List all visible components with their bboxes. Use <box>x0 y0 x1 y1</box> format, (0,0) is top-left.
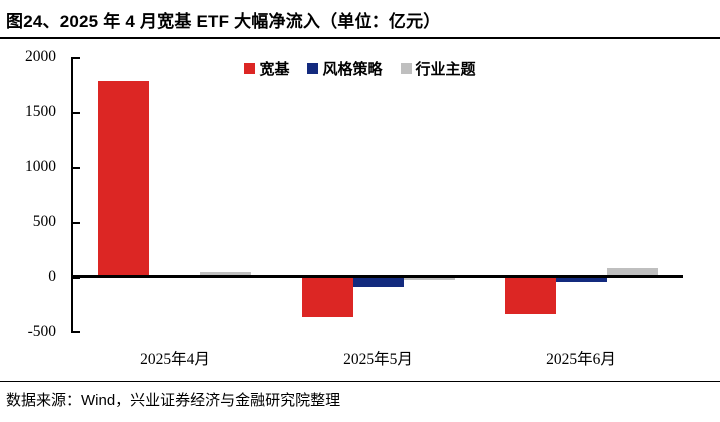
y-axis-label: 500 <box>32 213 56 230</box>
y-axis-label: -500 <box>27 323 56 340</box>
legend-swatch-icon <box>307 63 319 74</box>
y-axis-tick <box>73 222 80 224</box>
bar-风格策略-2025年5月 <box>353 277 404 287</box>
legend-label: 风格策略 <box>322 61 383 78</box>
x-axis-label: 2025年5月 <box>343 351 413 368</box>
y-axis-label: 1500 <box>25 103 56 120</box>
y-axis-label: 1000 <box>25 158 56 175</box>
y-axis-tick <box>73 112 80 114</box>
x-axis-label: 2025年6月 <box>546 351 616 368</box>
bar-行业主题-2025年5月 <box>404 277 455 280</box>
bar-行业主题-2025年4月 <box>200 272 251 277</box>
chart-legend: 宽基 风格策略 行业主题 <box>0 58 720 79</box>
y-axis-tick <box>73 57 80 59</box>
legend-swatch-icon <box>244 63 256 74</box>
y-axis-label: 2000 <box>25 48 56 65</box>
legend-swatch-icon <box>400 63 412 74</box>
y-axis-tick <box>73 331 80 333</box>
title-divider <box>0 37 720 39</box>
bar-行业主题-2025年6月 <box>607 268 658 277</box>
legend-label: 行业主题 <box>415 61 476 78</box>
bar-宽基-2025年6月 <box>505 277 556 314</box>
y-axis-label: 0 <box>48 268 56 285</box>
x-axis-label: 2025年4月 <box>140 351 210 368</box>
bar-宽基-2025年4月 <box>98 81 149 277</box>
plot-area <box>71 57 683 333</box>
y-axis-tick <box>73 167 80 169</box>
figure-title: 图24、2025 年 4 月宽基 ETF 大幅净流入（单位：亿元） <box>6 12 441 31</box>
y-axis-tick <box>73 277 80 279</box>
source-note: 数据来源：Wind，兴业证券经济与金融研究院整理 <box>6 392 341 409</box>
legend-label: 宽基 <box>259 61 290 78</box>
legend-item-行业主题: 行业主题 <box>400 58 476 79</box>
bar-风格策略-2025年6月 <box>556 277 607 282</box>
footer-divider <box>0 381 720 382</box>
bar-宽基-2025年5月 <box>302 277 353 317</box>
y-axis-line <box>71 57 73 333</box>
legend-item-宽基: 宽基 <box>244 58 289 79</box>
legend-item-风格策略: 风格策略 <box>307 58 383 79</box>
x-axis-zero-line <box>73 275 683 278</box>
